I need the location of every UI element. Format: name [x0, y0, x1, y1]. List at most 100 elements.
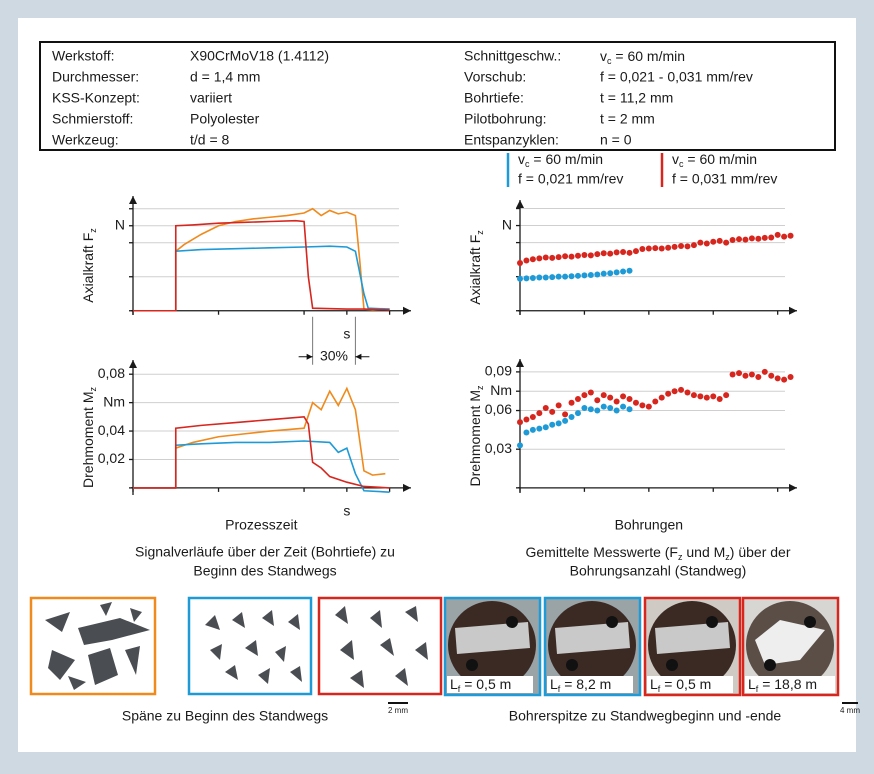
point: [742, 236, 749, 243]
legend-label: f = 0,021 mm/rev: [518, 171, 623, 187]
point: [716, 237, 723, 244]
table-cell: t/d = 8: [190, 132, 230, 148]
point: [517, 442, 523, 449]
point: [529, 426, 536, 433]
legend-label: vc = 60 m/min: [518, 151, 603, 170]
table-cell: Schmierstoff:: [52, 111, 133, 127]
point: [697, 239, 704, 246]
point: [703, 394, 710, 401]
y-tick-label: 0,06: [485, 401, 512, 417]
y-axis-label: Drehmoment Mz: [80, 387, 99, 488]
table-cell: Werkstoff:: [52, 48, 115, 64]
point: [671, 243, 678, 250]
point: [523, 429, 530, 436]
point: [587, 271, 594, 278]
point: [620, 403, 627, 410]
point: [755, 374, 762, 381]
subscript: f: [658, 684, 661, 694]
table-cell: n = 0: [600, 132, 632, 148]
point: [568, 399, 575, 406]
point: [581, 392, 588, 399]
point: [517, 260, 523, 267]
point: [723, 239, 730, 246]
y-tick-label: 0,09: [485, 363, 512, 379]
text-part: L: [650, 676, 658, 692]
text-part: = 8,2 m: [560, 676, 611, 692]
point: [517, 275, 523, 282]
point: [761, 234, 768, 241]
y-tick-label: N: [115, 216, 125, 232]
subscript: c: [679, 159, 684, 169]
axis-arrow: [129, 360, 137, 368]
point: [774, 231, 781, 238]
point: [768, 234, 775, 241]
caption: Bohrungsanzahl (Standweg): [570, 563, 747, 579]
axis-arrow: [403, 306, 411, 315]
text-part: = 0,5 m: [660, 676, 711, 692]
table-cell: f = 0,021 - 0,031 mm/rev: [600, 69, 753, 85]
subscript: c: [525, 159, 530, 169]
point: [600, 392, 607, 399]
point: [768, 372, 775, 379]
point: [568, 253, 575, 260]
annotation-arrowhead: [306, 353, 313, 360]
chips: [205, 610, 302, 684]
y-tick-label: 0,04: [98, 422, 125, 438]
subscript: z: [88, 387, 98, 392]
point: [555, 402, 562, 409]
axis-arrow: [789, 306, 797, 315]
text-part: v: [672, 151, 679, 167]
subscript: f: [558, 684, 561, 694]
point: [652, 398, 659, 405]
text-part: Axialkraft F: [80, 233, 96, 303]
point: [626, 395, 633, 402]
point: [536, 274, 543, 281]
x-axis-label: Prozesszeit: [225, 517, 297, 533]
point: [542, 404, 549, 411]
table-cell: t = 11,2 mm: [600, 90, 673, 106]
legend-label: f = 0,031 mm/rev: [672, 171, 777, 187]
caption: Bohrerspitze zu Standwegbeginn und -ende: [509, 708, 782, 724]
point: [613, 249, 620, 256]
point: [581, 251, 588, 258]
table-cell: Durchmesser:: [52, 69, 139, 85]
point: [652, 245, 659, 252]
table-cell: Polyolester: [190, 111, 260, 127]
caption: Gemittelte Messwerte (Fz und Mz) über de…: [526, 544, 791, 563]
subscript: f: [458, 684, 461, 694]
point: [748, 371, 755, 378]
point: [562, 253, 569, 260]
point: [626, 249, 633, 256]
point: [607, 250, 614, 257]
point: [684, 243, 691, 250]
point: [600, 403, 607, 410]
table-cell: t = 2 mm: [600, 111, 655, 127]
x-axis-label: Bohrungen: [615, 517, 684, 533]
point: [781, 233, 788, 240]
point: [613, 269, 620, 276]
point: [581, 404, 588, 411]
x-tick-label: s: [343, 503, 350, 519]
point: [600, 250, 607, 257]
y-axis-label: Axialkraft Fz: [467, 230, 486, 305]
series-line: [133, 416, 390, 489]
caption: Späne zu Beginn des Standwegs: [122, 708, 328, 724]
point: [549, 408, 556, 415]
subscript: z: [678, 552, 683, 562]
point: [684, 389, 691, 396]
y-tick-label: 0,03: [485, 440, 512, 456]
text-part: ) über der: [730, 544, 791, 560]
point: [665, 390, 672, 397]
point: [562, 411, 569, 418]
point: [678, 243, 685, 249]
text-part: v: [518, 151, 525, 167]
point: [748, 235, 755, 242]
point: [729, 237, 736, 244]
point: [639, 402, 646, 409]
point: [574, 252, 581, 259]
text-part: Drehmoment M: [80, 392, 96, 488]
point: [529, 274, 536, 281]
text-part: = 0,5 m: [460, 676, 511, 692]
point: [723, 392, 730, 399]
